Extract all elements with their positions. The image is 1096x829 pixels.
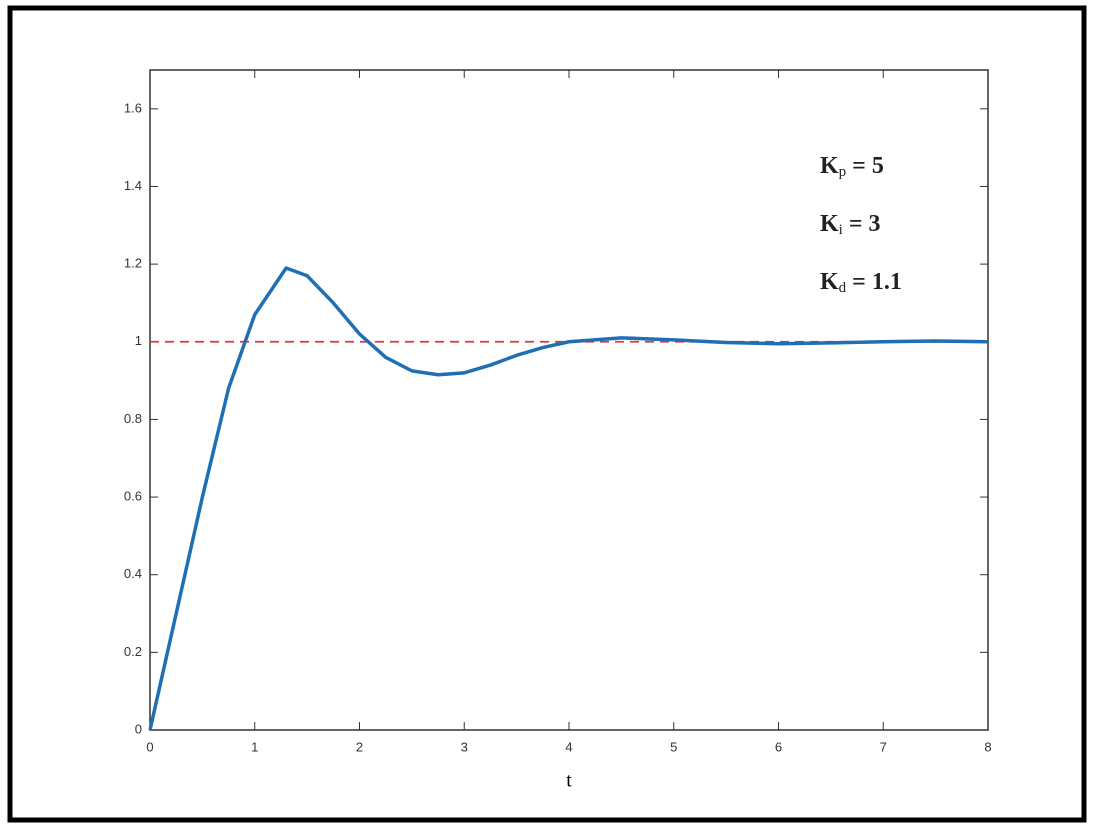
- annotation-symbol: K: [820, 211, 839, 237]
- y-tick-label: 0.6: [124, 488, 142, 503]
- x-tick-label: 1: [251, 739, 258, 754]
- annotation: Ki = 3: [820, 211, 881, 239]
- x-tick-label: 0: [146, 739, 153, 754]
- plot-area: [149, 69, 989, 731]
- x-axis-label: t: [566, 770, 572, 792]
- response-line: [148, 266, 989, 731]
- y-tick-label: 0.2: [124, 644, 142, 659]
- y-tick-label: 1.2: [124, 256, 142, 271]
- y-tick-label: 1.6: [124, 100, 142, 115]
- annotation-subscript: i: [839, 222, 843, 238]
- y-tick-label: 0: [135, 721, 142, 736]
- annotation: Kd = 1.1: [820, 269, 902, 297]
- x-tick-label: 4: [565, 739, 572, 754]
- annotation-subscript: p: [839, 164, 847, 180]
- y-tick-label: 0.4: [124, 566, 142, 581]
- y-tick-label: 1.4: [124, 178, 142, 193]
- annotation-text: = 1.1: [852, 269, 902, 295]
- y-tick-label: 0.8: [124, 411, 142, 426]
- annotation: Kp = 5: [820, 153, 884, 181]
- x-tick-label: 8: [984, 739, 991, 754]
- x-tick-label: 7: [880, 739, 887, 754]
- annotation-text: = 5: [852, 153, 884, 179]
- x-tick-label: 3: [461, 739, 468, 754]
- annotation-symbol: K: [820, 269, 839, 295]
- x-tick-label: 2: [356, 739, 363, 754]
- x-tick-label: 5: [670, 739, 677, 754]
- x-tick-label: 6: [775, 739, 782, 754]
- annotation-text: = 3: [849, 211, 881, 237]
- annotation-subscript: d: [839, 280, 847, 296]
- y-tick-label: 1: [135, 333, 142, 348]
- annotation-symbol: K: [820, 153, 839, 179]
